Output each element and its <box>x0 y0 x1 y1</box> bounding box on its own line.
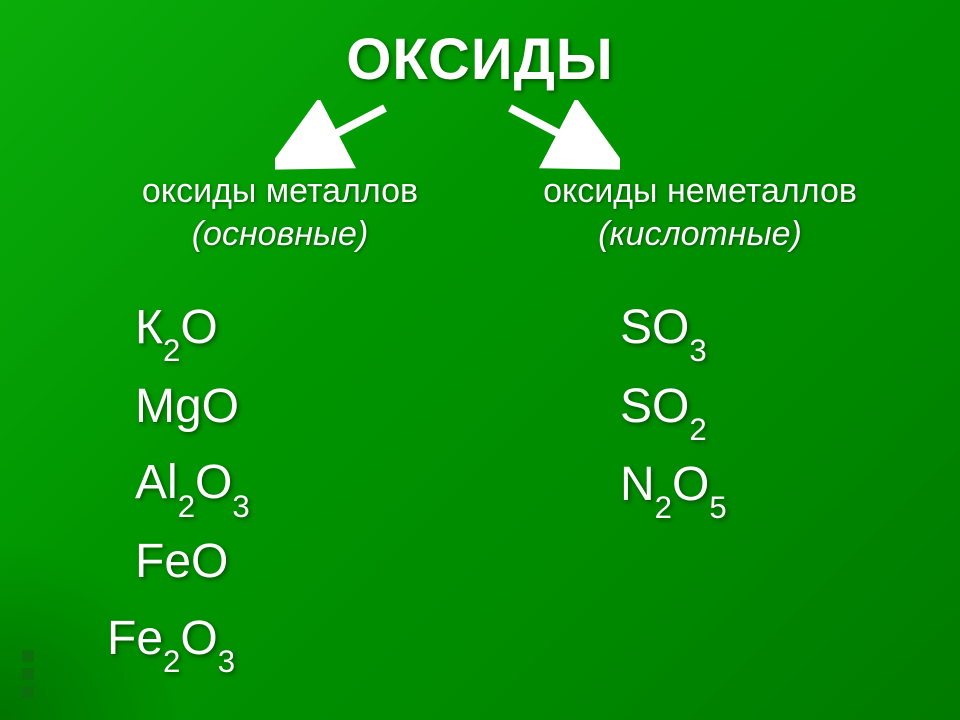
chemical-formula: MgO <box>135 369 263 446</box>
corner-decor <box>22 650 34 698</box>
chemical-formula: Al2O3 <box>135 445 263 524</box>
arrow-right-icon <box>500 100 620 170</box>
chemical-formula: FeO <box>135 524 263 601</box>
chemical-formula: SO2 <box>620 369 727 448</box>
left-subtitle-text: (основные) <box>70 213 490 256</box>
chemical-formula: Fe2O3 <box>107 601 235 680</box>
right-formula-list: SO3SO2N2O5 <box>620 290 727 526</box>
right-subtitle-text: (кислотные) <box>490 213 910 256</box>
slide: ОКСИДЫ оксиды металлов (основные) оксиды… <box>0 0 960 720</box>
chemical-formula: N2O5 <box>620 447 727 526</box>
right-heading-text: оксиды неметаллов <box>490 170 910 213</box>
chemical-formula: К2О <box>135 290 263 369</box>
left-column-heading: оксиды металлов (основные) <box>70 170 490 255</box>
slide-title: ОКСИДЫ <box>0 26 960 93</box>
right-column-heading: оксиды неметаллов (кислотные) <box>490 170 910 255</box>
arrow-left-icon <box>275 100 395 170</box>
left-heading-text: оксиды металлов <box>70 170 490 213</box>
left-formula-list: К2ОMgOAl2O3FeOFe2O3 <box>135 290 263 679</box>
chemical-formula: SO3 <box>620 290 727 369</box>
